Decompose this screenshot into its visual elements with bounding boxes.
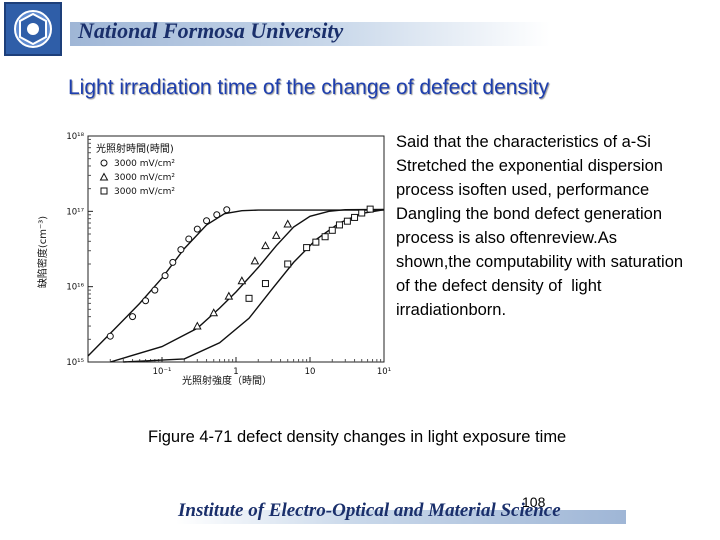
data-point-triangle [224,291,234,300]
y-tick-label: 10¹⁷ [66,207,84,217]
data-point-square [245,294,253,302]
y-tick-label: 10¹⁶ [66,283,84,293]
data-point-circle [177,246,185,254]
university-logo [4,2,62,56]
data-point-square [328,226,336,234]
data-point-square [358,209,366,217]
data-point-circle [161,272,169,280]
legend-marker-square [100,187,108,195]
data-point-circle [106,332,114,340]
data-point-square [261,280,269,288]
x-axis-label: 光照射強度（時間） [182,374,272,387]
data-point-circle [169,258,177,266]
legend-label: 3000 mV/cm² [114,159,175,169]
chart-frame [87,135,385,363]
page-number: 108 [522,494,546,510]
data-point-circle [129,313,137,321]
y-tick-label: 10¹⁵ [66,358,84,368]
data-point-square [343,217,351,225]
legend-label: 3000 mV/cm² [114,173,175,183]
data-point-square [284,260,292,268]
data-point-square [321,233,329,241]
data-point-circle [223,206,231,214]
data-point-square [351,213,359,221]
y-tick-label: 10¹⁸ [66,132,84,142]
data-points [106,205,374,340]
data-point-triangle [192,321,202,330]
data-point-circle [193,225,201,233]
data-point-triangle [261,241,270,250]
data-point-triangle [250,256,260,265]
legend: 3000 mV/cm² 3000 mV/cm² 3000 mV/cm² [99,159,175,197]
y-axis-label: 缺陷密度(cm⁻³) [36,216,49,288]
x-tick-label: 10¹ [377,367,391,377]
data-point-square [303,244,311,252]
figure-caption: Figure 4-71 defect density changes in li… [148,428,567,446]
legend-title: 光照射時間(時間) [96,142,174,155]
university-name: National Formosa University [78,18,344,43]
x-tick-label: 1 [233,367,238,377]
footer-bar [176,510,626,524]
data-point-circle [213,211,221,219]
data-point-circle [142,297,150,305]
fit-curve [110,208,385,363]
data-point-triangle [209,308,219,317]
data-point-square [312,238,320,246]
data-point-square [366,205,374,213]
data-point-circle [151,286,159,294]
body-text: Said that the characteristics of a-Si St… [396,133,688,319]
data-point-triangle [283,219,293,228]
data-point-circle [185,235,193,243]
institute-name: Institute of Electro-Optical and Materia… [178,500,561,521]
x-tick-label: 10 [305,367,316,377]
legend-marker-circle [100,159,108,167]
x-tick-label: 10⁻¹ [153,367,172,377]
data-point-triangle [237,276,247,285]
header-bar [70,22,550,46]
fit-curve [87,209,384,357]
tick-labels: 10¹⁸ 10¹⁷ 10¹⁶ 10¹⁵ 10⁻¹ 1 10 10¹ [66,132,391,377]
data-point-triangle [271,230,281,239]
data-point-square [335,221,343,229]
legend-label: 3000 mV/cm² [114,187,175,197]
legend-marker-triangle [99,172,109,181]
data-point-circle [203,217,211,225]
slide-title: Light irradiation time of the change of … [68,76,549,99]
